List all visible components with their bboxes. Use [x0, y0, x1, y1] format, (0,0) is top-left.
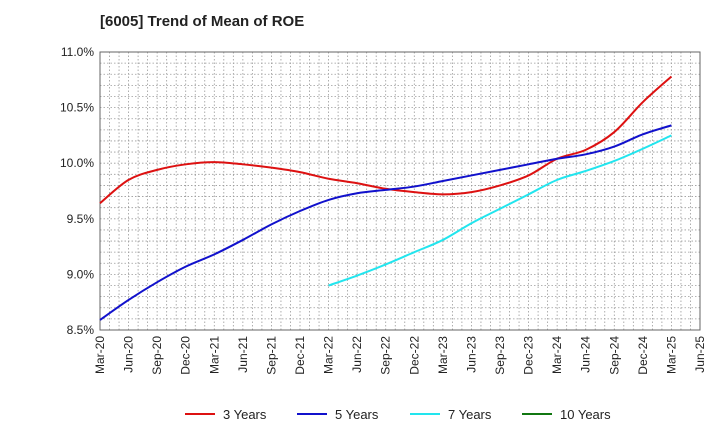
legend-label-5-years: 5 Years	[335, 407, 379, 422]
x-tick-label: Sep-24	[607, 336, 621, 375]
x-tick-label: Mar-25	[664, 336, 678, 374]
y-tick-label: 10.0%	[60, 156, 94, 170]
y-tick-label: 11.0%	[61, 45, 94, 59]
x-tick-label: Mar-21	[207, 336, 221, 374]
x-tick-label: Sep-23	[493, 336, 507, 375]
y-tick-label: 8.5%	[67, 323, 95, 337]
x-tick-label: Jun-24	[579, 336, 593, 373]
series-line-5-years	[99, 124, 672, 321]
x-tick-label: Jun-21	[236, 336, 250, 373]
x-tick-label: Mar-20	[93, 336, 107, 374]
x-tick-label: Mar-24	[550, 336, 564, 374]
legend-label-3-years: 3 Years	[223, 407, 267, 422]
x-tick-label: Dec-24	[636, 336, 650, 375]
x-tick-label: Jun-20	[122, 336, 136, 373]
x-tick-label: Dec-23	[522, 336, 536, 375]
x-tick-label: Dec-22	[407, 336, 421, 375]
x-tick-label: Jun-25	[693, 336, 707, 373]
plot-frame	[99, 51, 701, 331]
x-tick-label: Jun-22	[350, 336, 364, 373]
legend-label-10-years: 10 Years	[560, 407, 611, 422]
x-tick-label: Jun-23	[464, 336, 478, 373]
x-tick-label: Sep-22	[379, 336, 393, 375]
x-tick-label: Sep-20	[150, 336, 164, 375]
legend-label-7-years: 7 Years	[448, 407, 492, 422]
x-tick-label: Dec-21	[293, 336, 307, 375]
y-tick-label: 9.5%	[67, 212, 95, 226]
y-tick-label: 10.5%	[60, 101, 94, 115]
x-tick-label: Dec-20	[179, 336, 193, 375]
y-tick-label: 9.0%	[67, 267, 95, 281]
series-line-7-years	[328, 134, 672, 287]
x-tick-label: Mar-22	[322, 336, 336, 374]
series-line-3-years	[99, 75, 673, 205]
x-tick-label: Mar-23	[436, 336, 450, 374]
chart-title: [6005] Trend of Mean of ROE	[100, 13, 305, 30]
x-tick-label: Sep-21	[264, 336, 278, 375]
